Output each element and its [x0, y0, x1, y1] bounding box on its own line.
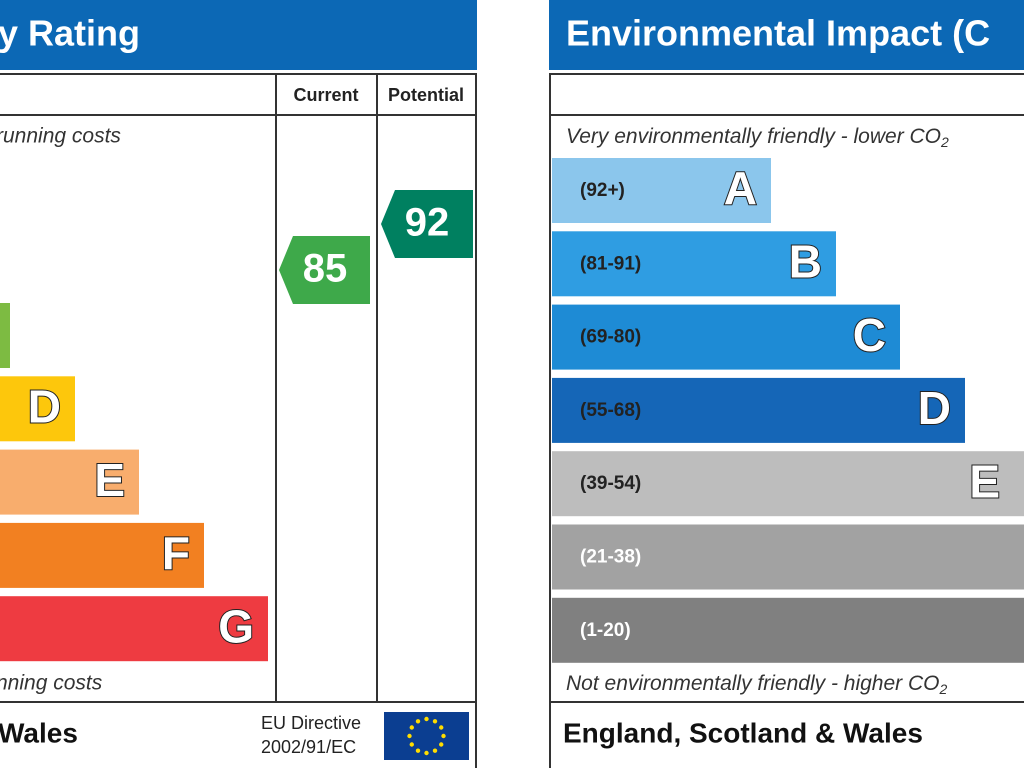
star [415, 748, 421, 753]
band-range: (55-68) [580, 400, 641, 421]
band [552, 231, 836, 297]
star [439, 742, 444, 747]
title-bar [0, 0, 477, 70]
note: nning costs [0, 672, 103, 695]
band-letter: E [94, 454, 125, 506]
band-range: (39-54) [580, 473, 641, 494]
star [424, 716, 429, 722]
band [0, 449, 139, 515]
band-letter: B [789, 235, 822, 287]
note: Not environmentally friendly - higher CO… [566, 672, 948, 697]
footer: England, Scotland & Wales [563, 717, 923, 748]
band-range: (81-91) [580, 253, 641, 274]
band [552, 597, 1024, 663]
frame [0, 73, 477, 768]
col-header: Potential [388, 85, 464, 105]
col-header: Current [293, 85, 358, 105]
current-arrow [279, 236, 370, 304]
title: y Rating [0, 13, 140, 54]
note: running costs [0, 125, 121, 148]
band [552, 377, 965, 443]
band-letter: F [162, 527, 190, 579]
band-range: (1-20) [580, 620, 631, 641]
star [432, 719, 438, 724]
directive: EU Directive [261, 713, 361, 733]
band [0, 522, 204, 588]
footer: Wales [0, 717, 78, 748]
band-letter: C [853, 309, 886, 361]
band-range: (92+) [580, 180, 625, 201]
star [439, 725, 444, 730]
band-letter: G [218, 600, 254, 652]
star [415, 719, 421, 724]
band-range: (21-38) [580, 547, 641, 568]
band [552, 451, 1024, 517]
star [409, 725, 414, 730]
band [0, 303, 10, 368]
potential-arrow [381, 190, 473, 258]
band [0, 596, 268, 662]
star [432, 748, 438, 753]
flag-stars [407, 716, 446, 756]
star [424, 750, 429, 756]
band [552, 304, 900, 370]
band [552, 524, 1024, 590]
band [0, 376, 75, 442]
band-letter: D [918, 382, 951, 434]
band-letter: D [28, 380, 61, 432]
directive: 2002/91/EC [261, 737, 356, 757]
star [441, 733, 446, 739]
frame [549, 73, 1024, 768]
star [409, 742, 414, 747]
title: Environmental Impact (C [566, 13, 990, 54]
star [407, 733, 412, 739]
band-range: (69-80) [580, 327, 641, 348]
current-rating: 85 [303, 247, 348, 291]
band [552, 158, 771, 223]
band-letter: E [969, 455, 1000, 507]
band-letter: A [724, 162, 757, 214]
potential-rating: 92 [405, 201, 450, 245]
note: Very environmentally friendly - lower CO… [566, 125, 949, 150]
title-bar [549, 0, 1024, 70]
